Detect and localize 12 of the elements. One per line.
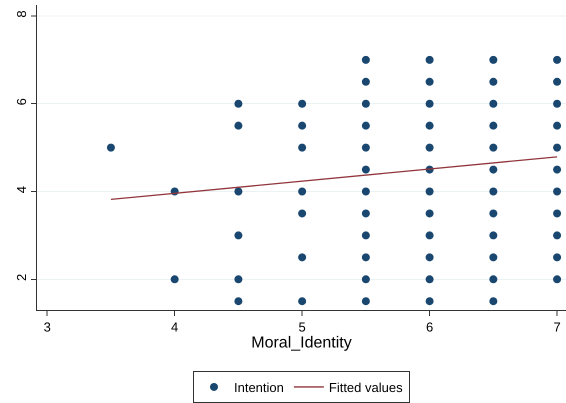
y-tick-label: 8 (14, 10, 29, 18)
x-tick-label: 3 (44, 320, 51, 335)
legend-label: Fitted values (328, 380, 404, 396)
x-tick-label: 5 (298, 320, 306, 335)
x-axis-title: Moral_Identity (251, 334, 352, 352)
legend-label: Intention (234, 380, 284, 396)
y-tick-label: 6 (14, 98, 29, 106)
y-tick-label: 4 (14, 186, 29, 194)
y-tick-label: 2 (14, 274, 29, 281)
x-tick-label: 4 (171, 320, 178, 335)
x-tick-label: 6 (426, 320, 434, 335)
x-tick-label: 7 (553, 320, 561, 335)
